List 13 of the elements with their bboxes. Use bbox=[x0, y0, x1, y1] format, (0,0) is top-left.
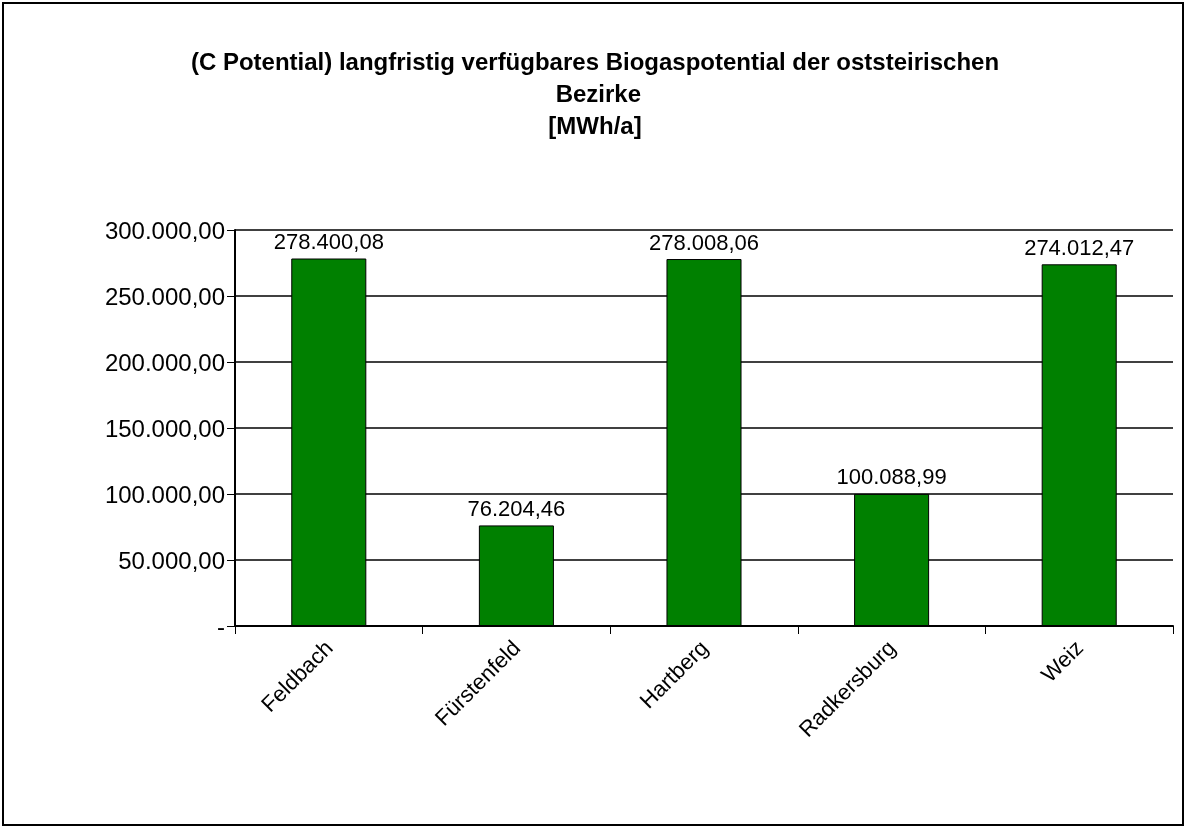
y-tick-label: 50.000,00 bbox=[118, 546, 225, 574]
chart-title: (C Potential) langfristig verfügbares Biogaspotential der oststeirischen Bezirke [MWh/a] bbox=[190, 47, 1000, 139]
data-label: 76.204,46 bbox=[467, 495, 566, 521]
y-tick-label: 250.000,00 bbox=[104, 282, 225, 310]
data-label: 278.008,06 bbox=[648, 229, 760, 255]
y-tick-label: 200.000,00 bbox=[104, 348, 225, 376]
data-label: 100.088,99 bbox=[836, 464, 947, 490]
y-tick-label: - bbox=[217, 612, 225, 640]
y-tick-label: 100.000,00 bbox=[104, 480, 225, 508]
data-label: 274.012,47 bbox=[1024, 234, 1135, 260]
data-label: 278.400,08 bbox=[273, 229, 384, 255]
y-tick-label: 150.000,00 bbox=[104, 414, 225, 442]
y-tick-label: 300.000,00 bbox=[104, 216, 225, 244]
